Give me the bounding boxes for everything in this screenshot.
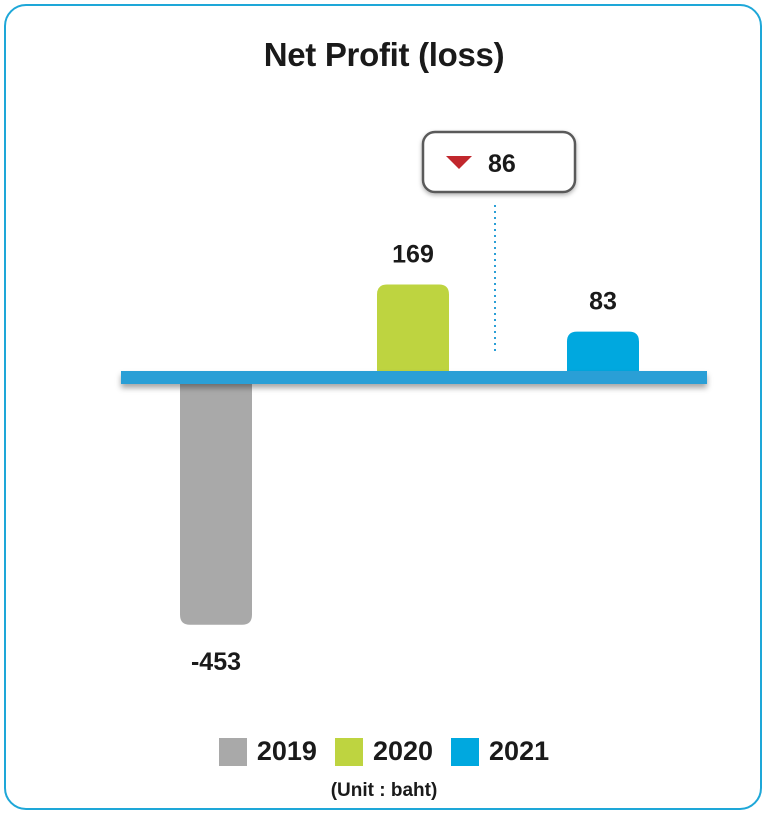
bar-2019 — [180, 377, 252, 625]
chart-frame — [4, 4, 762, 810]
data-label-2020: 169 — [392, 241, 434, 269]
change-callout-value: 86 — [488, 150, 516, 178]
legend-swatch — [334, 737, 363, 766]
legend-label: 2019 — [256, 736, 317, 766]
chart-legend: 2019 2020 2021 — [0, 736, 768, 767]
zero-axis-line — [121, 371, 707, 384]
legend-item-2019: 2019 — [218, 736, 317, 767]
data-label-2019: -453 — [191, 648, 241, 676]
legend-label: 2021 — [489, 736, 550, 766]
decrease-arrow-icon — [446, 156, 472, 169]
chart-title: Net Profit (loss) — [263, 36, 505, 73]
data-label-2021: 83 — [589, 288, 617, 316]
bar-2021 — [567, 331, 639, 377]
legend-swatch — [218, 737, 247, 766]
unit-note: (Unit : baht) — [330, 780, 438, 801]
bar-2020 — [377, 284, 449, 377]
legend-item-2020: 2020 — [334, 736, 434, 767]
change-callout-box — [421, 130, 577, 194]
legend-swatch — [451, 737, 480, 766]
legend-label: 2020 — [372, 736, 434, 766]
legend-item-2021: 2021 — [451, 736, 549, 767]
